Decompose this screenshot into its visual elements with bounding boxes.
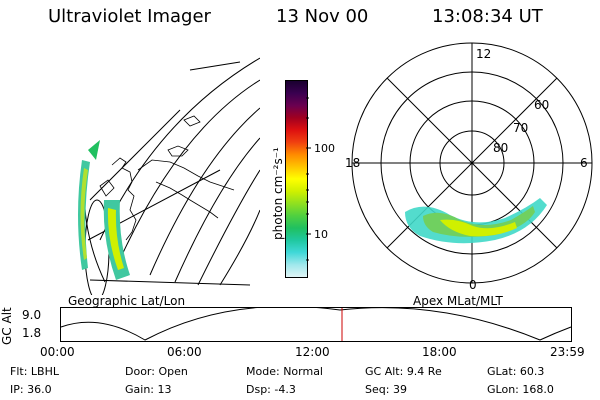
aurora-oval-polar xyxy=(405,198,547,244)
orbit-timeline xyxy=(60,307,572,342)
lat-label-80: 80 xyxy=(493,141,508,155)
colorbar-axis: 100 10 xyxy=(306,97,335,261)
status-mode: Mode: Normal xyxy=(246,365,323,378)
status-flt: Flt: LBHL xyxy=(10,365,59,378)
status-gc-alt: GC Alt: 9.4 Re xyxy=(365,365,442,378)
polar-panel-label: Apex MLat/MLT xyxy=(413,294,503,308)
instrument-title: Ultraviolet Imager xyxy=(48,6,211,27)
gc-alt-axis-label: GC Alt xyxy=(0,307,14,345)
mlt-label-12: 12 xyxy=(476,47,491,61)
lat-label-70: 70 xyxy=(513,121,528,135)
status-glon: GLon: 168.0 xyxy=(487,383,554,396)
status-glat: GLat: 60.3 xyxy=(487,365,545,378)
geographic-panel-label: Geographic Lat/Lon xyxy=(68,294,186,308)
status-ip: IP: 36.0 xyxy=(10,383,52,396)
mlt-label-18: 18 xyxy=(345,156,360,170)
aurora-oval-geographic xyxy=(78,140,130,280)
status-gain: Gain: 13 xyxy=(125,383,172,396)
time-tick-12: 12:00 xyxy=(295,345,330,359)
colorbar-unit-label: photon cm⁻²s⁻¹ xyxy=(271,147,285,240)
coastline-outline xyxy=(99,115,235,241)
time-tick-06: 06:00 xyxy=(167,345,202,359)
colorbar-tick-10: 10 xyxy=(314,228,328,241)
gc-alt-tick-1-8: 1.8 xyxy=(22,326,42,340)
status-door: Door: Open xyxy=(125,365,188,378)
time-tick-00: 00:00 xyxy=(40,345,75,359)
mlt-label-0: 0 xyxy=(469,278,477,292)
geographic-map xyxy=(78,57,260,295)
status-dsp: Dsp: -4.3 xyxy=(246,383,296,396)
gc-alt-tick-9: 9.0 xyxy=(22,308,42,322)
colorbar-tick-100: 100 xyxy=(314,142,335,155)
time-tick-18: 18:00 xyxy=(422,345,457,359)
time-tick-2359: 23:59 xyxy=(550,345,585,359)
date-label: 13 Nov 00 xyxy=(276,6,369,27)
mlt-label-6: 6 xyxy=(580,156,588,170)
time-label: 13:08:34 UT xyxy=(432,6,543,27)
polar-plot: 12 18 6 0 60 70 80 xyxy=(345,42,593,292)
lat-label-60: 60 xyxy=(534,98,549,112)
status-seq: Seq: 39 xyxy=(365,383,407,396)
colorbar xyxy=(285,80,308,278)
